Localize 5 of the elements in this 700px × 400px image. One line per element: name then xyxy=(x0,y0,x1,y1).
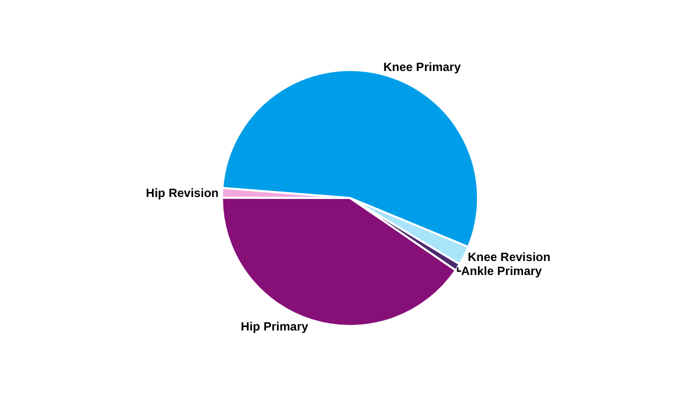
slice-label: Knee Revision xyxy=(468,250,550,264)
slice-label: Hip Primary xyxy=(240,320,308,334)
slice-label: Hip Revision xyxy=(146,186,219,200)
slice-label: Knee Primary xyxy=(383,60,462,74)
slice-label: Ankle Primary xyxy=(461,264,542,278)
